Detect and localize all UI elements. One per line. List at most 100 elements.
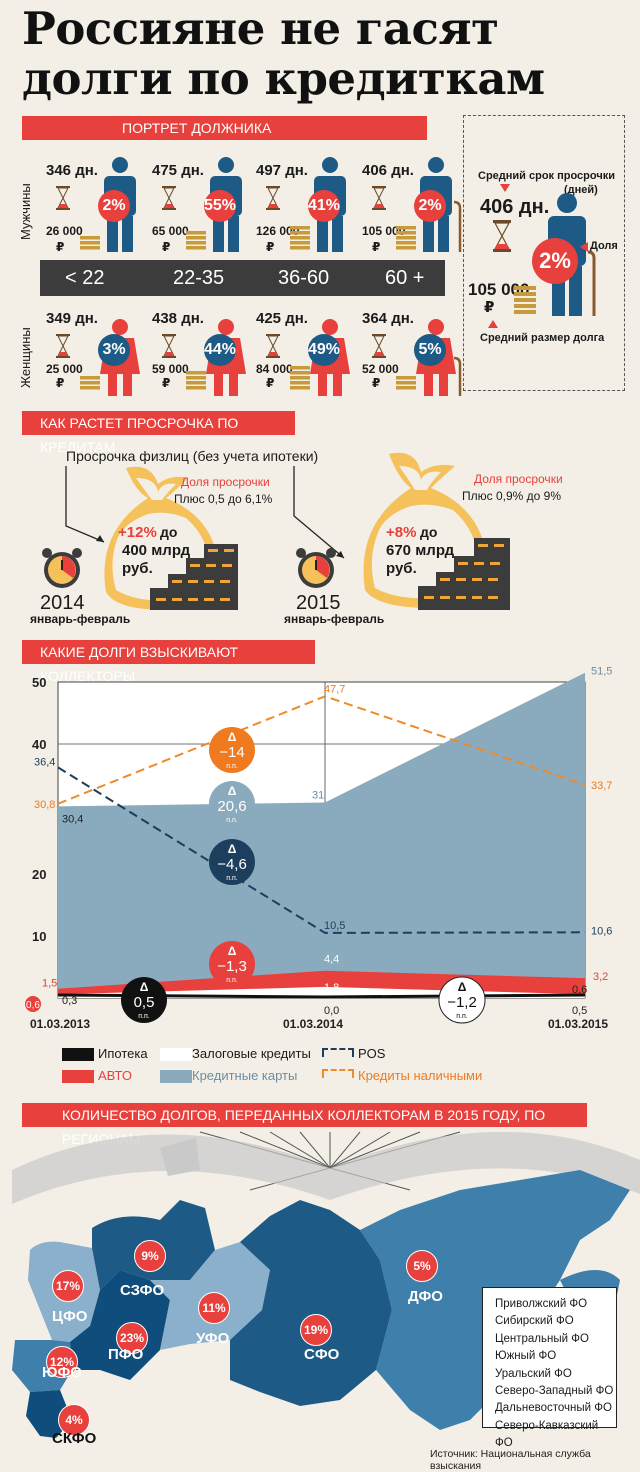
- source-note: Источник: Национальная служба взыскания: [430, 1448, 591, 1472]
- women-share-3: 5%: [414, 334, 446, 366]
- x-tick-label: 01.03.2015: [548, 1017, 608, 1031]
- delta-symbol: Δ: [228, 842, 237, 856]
- delta-symbol: Δ: [140, 980, 149, 994]
- cash-label-2: 33,7: [591, 780, 612, 792]
- age-bar: < 22 22-35 36-60 60 +: [40, 260, 445, 296]
- region-share-badge: 5%: [406, 1250, 438, 1282]
- legend-share-label: Доля: [590, 240, 618, 252]
- women-currency-1: ₽: [162, 376, 171, 390]
- coins-icon: [290, 226, 310, 250]
- region-name-label: СЗФО: [120, 1282, 165, 1299]
- legend-label-pos: POS: [358, 1046, 386, 1061]
- y-tick-label: 40: [32, 737, 46, 752]
- region-name-label: ЦФО: [52, 1308, 88, 1325]
- women-share-2: 49%: [308, 334, 340, 366]
- growth-2015-share-label: Доля просрочки: [474, 472, 563, 486]
- legend-term-arrow: [500, 184, 510, 192]
- legend-label-auto: АВТО: [98, 1068, 132, 1083]
- collectors-chart: 50 40 20 10 36,4 30,8 30,4 1,5 0,3 47,7 31 10,5 4,4 1…: [25, 666, 612, 1031]
- men-share-3: 2%: [414, 190, 446, 222]
- legend-share-arrow: [580, 242, 588, 252]
- y-tick-label: 10: [32, 929, 46, 944]
- hourglass-icon: [266, 334, 280, 358]
- growth-2014-unit: руб.: [122, 560, 153, 577]
- series-cards-area: [58, 672, 585, 998]
- region-share-badge: 11%: [198, 1292, 230, 1324]
- y-tick-label: 20: [32, 867, 46, 882]
- legend-swatch-cash: [322, 1069, 354, 1078]
- y-tick-label: 50: [32, 675, 46, 690]
- hourglass-icon: [56, 186, 70, 210]
- legend-term-unit: (дней): [564, 184, 598, 196]
- region-list-item: Южный ФО: [495, 1350, 557, 1363]
- delta-badge: [209, 781, 255, 827]
- legend-label-mortgage: Ипотека: [98, 1046, 148, 1061]
- women-currency-0: ₽: [56, 376, 65, 390]
- delta-value: 20,6: [217, 798, 246, 815]
- delta-value: 0,5: [134, 994, 155, 1011]
- women-days-3: 364 дн.: [362, 310, 414, 327]
- growth-2014-share-text: Плюс 0,5 до 6,1%: [174, 492, 273, 506]
- page-title: Россияне не гасят долги по кредиткам: [22, 2, 545, 105]
- delta-unit: п.п.: [226, 817, 238, 824]
- women-debt-0: 25 000: [46, 362, 83, 376]
- growth-2014-to: до: [160, 524, 178, 540]
- region-name-label: УФО: [196, 1330, 230, 1347]
- collateral-label-2: 0,6: [572, 984, 587, 996]
- region-share-badge: 12%: [46, 1346, 78, 1378]
- men-days-0: 346 дн.: [46, 162, 98, 179]
- legend-currency: ₽: [484, 299, 495, 316]
- coins-icon: [80, 236, 100, 250]
- delta-value: −4,6: [217, 856, 247, 873]
- section-growth-header: КАК РАСТЕТ ПРОСРОЧКА ПО КРЕДИТАМ: [22, 411, 295, 455]
- legend-swatch-collateral: [160, 1048, 192, 1061]
- legend-swatch-pos: [322, 1048, 354, 1057]
- series-cash-line: [57, 695, 586, 805]
- women-share-0: 3%: [98, 334, 130, 366]
- legend-label-cash: Кредиты наличными: [358, 1068, 483, 1083]
- year-2015: 2015: [296, 592, 341, 614]
- cards-label-1: 31: [312, 790, 324, 802]
- region-name-label: ПФО: [108, 1346, 144, 1363]
- men-days-2: 497 дн.: [256, 162, 308, 179]
- legend-label-collateral: Залоговые кредиты: [192, 1046, 311, 1061]
- delta-unit: п.п.: [226, 875, 238, 882]
- delta-symbol: Δ: [458, 980, 467, 994]
- x-tick-label: 01.03.2014: [283, 1017, 343, 1031]
- cards-label-2: 51,5: [591, 666, 612, 678]
- delta-badge: [121, 977, 167, 1023]
- region-list-item: Северо-Кавказский ФО: [495, 1419, 599, 1450]
- age-group-2: 36-60: [278, 267, 330, 289]
- coins-icon: [186, 231, 206, 250]
- region-list-item: Северо-Западный ФО: [495, 1385, 614, 1398]
- region-name-label: ЮФО: [42, 1364, 82, 1381]
- women-debt-2: 84 000: [256, 362, 293, 376]
- region-share-badge: 17%: [52, 1270, 84, 1302]
- hourglass-icon: [162, 186, 176, 210]
- coins-icon: [290, 366, 310, 390]
- growth-2015-share-text: Плюс 0,9% до 9%: [462, 489, 561, 503]
- cash-label-1: 47,7: [324, 683, 345, 695]
- delta-value: −14: [219, 744, 244, 761]
- region-sfo-shape: [230, 1200, 392, 1406]
- period-2014: январь-февраль: [30, 612, 131, 626]
- growth-2015-to: до: [420, 524, 438, 540]
- region-share-badge: 19%: [300, 1314, 332, 1346]
- region-list-item: Центральный ФО: [495, 1332, 589, 1345]
- region-name-label: СКФО: [52, 1430, 97, 1447]
- delta-value: −1,3: [217, 958, 247, 975]
- growth-2015-unit: руб.: [386, 560, 417, 577]
- legend-share-badge: 2%: [532, 238, 578, 284]
- auto-label-0: 1,5: [42, 978, 57, 990]
- delta-value: −1,2: [447, 994, 477, 1011]
- growth-2015-amount: 670 млрд: [386, 542, 455, 559]
- coins-icon: [396, 226, 416, 250]
- region-list: Приволжский ФО Сибирский ФО Центральный …: [482, 1287, 617, 1449]
- women-label: Женщины: [18, 327, 33, 388]
- pos-label-2: 10,6: [591, 925, 612, 937]
- legend-debt-arrow: [488, 320, 498, 328]
- hourglass-icon: [56, 334, 70, 358]
- growth-2014-pct: +12%: [118, 524, 157, 541]
- women-debt-1: 59 000: [152, 362, 189, 376]
- delta-badge: [209, 941, 255, 987]
